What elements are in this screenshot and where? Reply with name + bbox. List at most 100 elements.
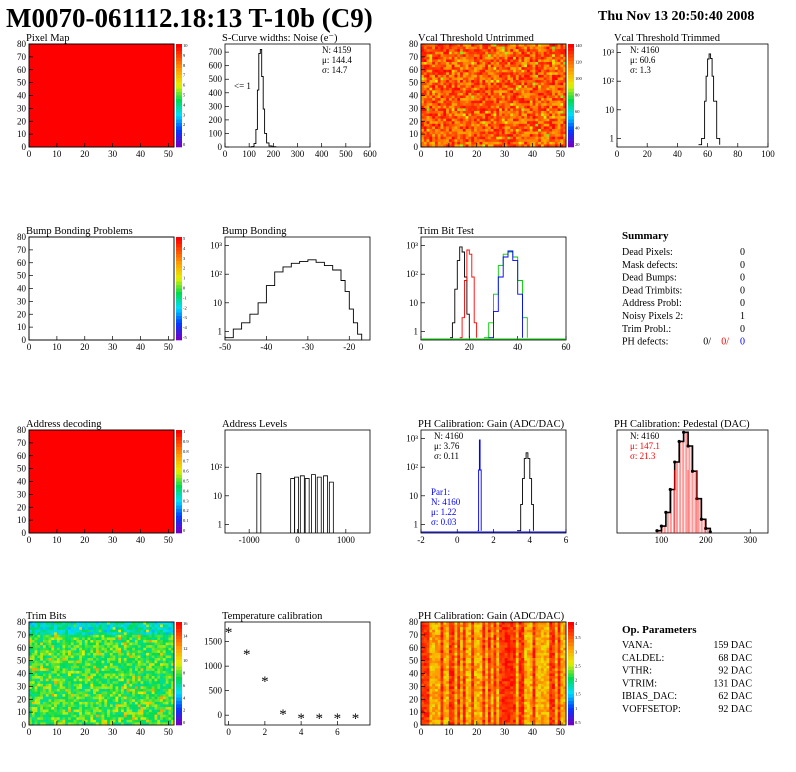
heatmap-cell (532, 110, 536, 114)
heatmap-cell (538, 128, 542, 132)
heatmap-cell (468, 69, 472, 73)
heatmap-cell (507, 49, 511, 53)
heatmap-cell (168, 704, 172, 708)
heatmap-cell (168, 668, 172, 672)
x-tick-label: 1000 (337, 535, 356, 545)
heatmap-cell (457, 136, 461, 140)
heatmap-cell (521, 131, 525, 135)
heatmap-cell (56, 640, 60, 643)
heatmap-cell (151, 663, 155, 667)
color-bar-segment (176, 622, 182, 626)
heatmap-cell (518, 67, 522, 71)
heatmap-cell (146, 696, 150, 700)
heatmap-cell (476, 54, 480, 58)
heatmap-cell (126, 678, 130, 682)
heatmap-cell (140, 645, 144, 649)
heatmap-cell (143, 686, 147, 690)
heatmap-cell (93, 678, 97, 682)
heatmap-cell (499, 121, 503, 125)
heatmap-cell (443, 141, 447, 145)
heatmap-cell (93, 622, 97, 625)
heatmap-cell (479, 105, 483, 109)
y-tick-label: 30 (17, 681, 27, 691)
heatmap-cell (104, 688, 108, 692)
heatmap-cell (37, 719, 41, 723)
heatmap-cell (507, 622, 511, 625)
heatmap-cell (423, 67, 427, 71)
heatmap-cell (34, 632, 38, 636)
heatmap-cell (446, 46, 450, 50)
heatmap-cell (73, 632, 77, 636)
heatmap-cell (98, 673, 102, 677)
plot-frame (224, 43, 371, 148)
color-bar-segment (176, 680, 182, 685)
heatmap-cell (560, 87, 564, 91)
heatmap-cell (513, 62, 517, 65)
heatmap-cell (112, 688, 116, 692)
heatmap-cell (460, 95, 464, 99)
heatmap-cell (132, 673, 136, 677)
x-tick-label: 400 (315, 149, 329, 159)
heatmap-cell (482, 95, 486, 99)
heatmap-cell (448, 134, 452, 138)
heatmap-cell (129, 637, 133, 641)
heatmap-cell (432, 116, 436, 119)
heatmap-cell (112, 694, 116, 697)
heatmap-cell (454, 90, 458, 94)
heatmap-cell (524, 144, 528, 148)
heatmap-cell (535, 49, 539, 53)
heatmap-cell (29, 694, 33, 697)
chart-title: Address decoding (26, 419, 102, 430)
y-tick-label: 60 (17, 643, 27, 653)
heatmap-cell (454, 627, 458, 631)
heatmap-cell (448, 123, 452, 127)
heatmap-cell (56, 717, 60, 721)
heatmap-cell (95, 676, 100, 679)
heatmap-cell (471, 51, 475, 55)
heatmap-cell (507, 44, 511, 47)
heatmap-cell (104, 694, 108, 697)
color-bar-segment (176, 721, 182, 726)
heatmap-cell (423, 624, 427, 628)
heatmap-cell (140, 676, 144, 679)
heatmap-cell (168, 678, 172, 682)
heatmap-cell (507, 56, 511, 60)
heatmap-cell (146, 668, 150, 672)
heatmap-cell (84, 704, 88, 708)
heatmap-cell (496, 622, 500, 625)
heatmap-cell (487, 136, 492, 140)
heatmap-cell (490, 100, 494, 104)
heatmap-cell (468, 67, 472, 71)
heatmap-cell (546, 67, 550, 71)
heatmap-cell (468, 62, 472, 65)
heatmap-cell (171, 719, 175, 723)
heatmap-cell (95, 645, 100, 649)
heatmap-cell (515, 105, 519, 109)
y-tick-label: 70 (17, 630, 27, 640)
heatmap-cell (482, 629, 486, 633)
heatmap-cell (90, 676, 94, 679)
heatmap-cell (171, 686, 175, 690)
heatmap-cell (98, 678, 102, 682)
heatmap-cell (454, 103, 458, 107)
heatmap-cell (432, 56, 436, 60)
heatmap-cell (137, 637, 141, 641)
heatmap-cell (507, 131, 511, 135)
heatmap-cell (65, 694, 69, 697)
heatmap-cell (31, 717, 35, 721)
heatmap-cell (132, 691, 136, 695)
heatmap-cell (546, 92, 550, 96)
heatmap-cell (162, 678, 166, 682)
heatmap-cell (515, 77, 519, 81)
heatmap-cell (524, 62, 528, 65)
heatmap-cell (538, 624, 542, 628)
color-bar-label: -4 (183, 325, 187, 330)
y-tick-label: 10² (210, 269, 222, 279)
heatmap-cell (460, 85, 464, 89)
heatmap-cell (126, 694, 130, 697)
heatmap-cell (521, 59, 525, 63)
heatmap-cell (93, 645, 97, 649)
heatmap-cell (84, 712, 88, 716)
heatmap-cell (518, 105, 522, 109)
heatmap-cell (101, 701, 105, 705)
